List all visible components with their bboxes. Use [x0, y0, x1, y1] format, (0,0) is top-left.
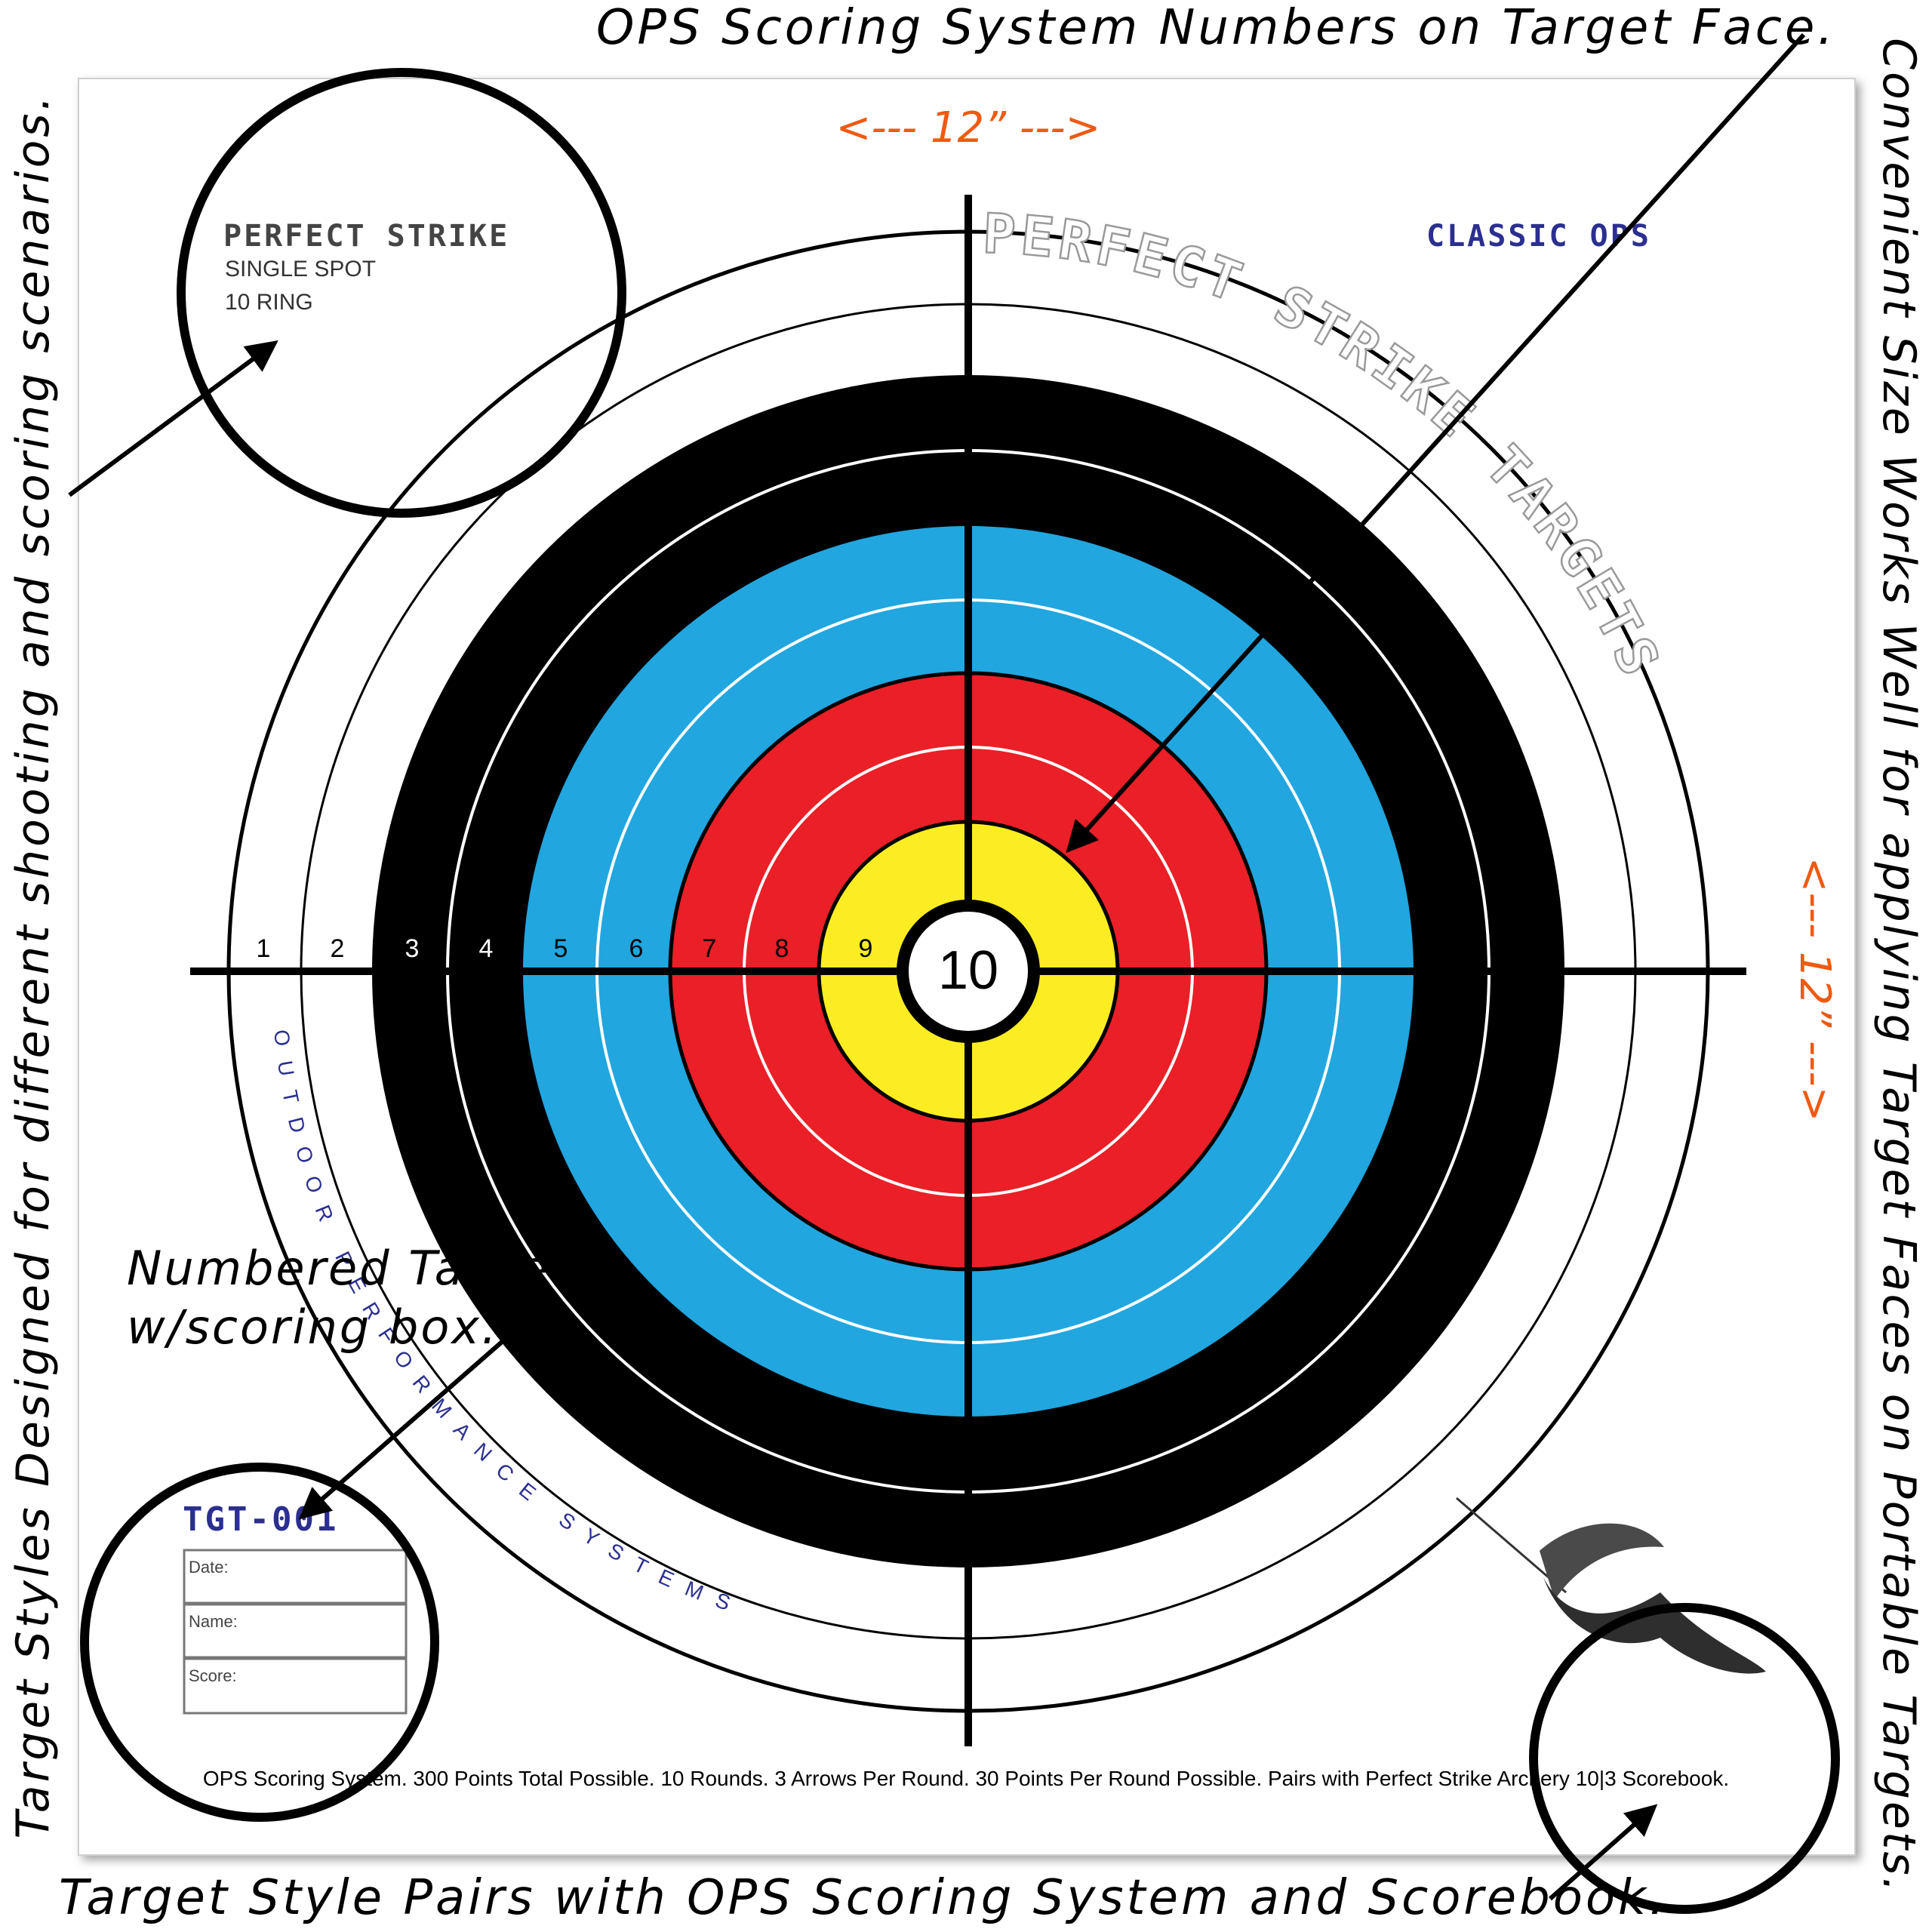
style-line-1: SINGLE SPOT	[225, 257, 376, 281]
brand-logo-text: PERFECT STRIKE	[223, 219, 509, 254]
ring-number-7: 7	[703, 934, 717, 963]
score-box: Date: Name: Score:	[183, 1549, 408, 1715]
ring-numbers: 1 2 3 4 5 6 7 8 9	[257, 934, 873, 963]
ring-number-9: 9	[859, 934, 873, 963]
score-box-name-label: Name:	[189, 1612, 238, 1631]
ring-number-6: 6	[629, 934, 644, 963]
callout-circle-bottom-left	[80, 1463, 439, 1822]
ring-number-1: 1	[257, 934, 271, 963]
callout-circle-bottom-right	[1529, 1603, 1840, 1914]
caption-top: OPS Scoring System Numbers on Target Fac…	[596, 0, 1836, 56]
target-rings	[226, 229, 1710, 1713]
callout-circle-top-left	[177, 68, 626, 518]
arrow-center	[1066, 32, 1806, 854]
height-dimension-label: <--- 12” --->	[1790, 857, 1839, 1122]
ring-number-2: 2	[331, 934, 345, 963]
footer-text: OPS Scoring System. 300 Points Total Pos…	[203, 1767, 1729, 1790]
ring-number-3: 3	[405, 934, 420, 963]
series-label: CLASSIC OPS	[1426, 219, 1651, 254]
caption-left: Target Styles Designed for different sho…	[7, 93, 60, 1838]
caption-numbered-line-2: w/scoring box.	[127, 1300, 499, 1355]
caption-numbered-line-1: Numbered Target	[127, 1241, 571, 1296]
arrow-numbered	[298, 1335, 509, 1520]
bullseye-label: 10	[938, 940, 998, 1001]
score-box-score	[183, 1657, 408, 1715]
archery-bow-icon	[1456, 1497, 1766, 1674]
crosshair	[190, 195, 1746, 1746]
ring-number-5: 5	[554, 934, 568, 963]
ring-number-8: 8	[775, 934, 789, 963]
caption-bottom: Target Style Pairs with OPS Scoring Syst…	[59, 1870, 1667, 1926]
arrow-bottom-right	[1549, 1804, 1658, 1901]
arrow-top-left	[68, 340, 278, 497]
ring-number-4: 4	[479, 934, 494, 963]
caption-right: Convenient Size Works Well for applying …	[1872, 38, 1925, 1894]
style-line-2: 10 RING	[225, 290, 313, 315]
score-box-date-label: Date:	[189, 1558, 229, 1577]
score-box-date	[183, 1549, 408, 1604]
callout-arrows	[68, 32, 1806, 1901]
score-box-score-label: Score:	[189, 1666, 237, 1685]
score-box-name	[183, 1603, 408, 1659]
width-dimension-label: <--- 12” --->	[836, 103, 1101, 152]
